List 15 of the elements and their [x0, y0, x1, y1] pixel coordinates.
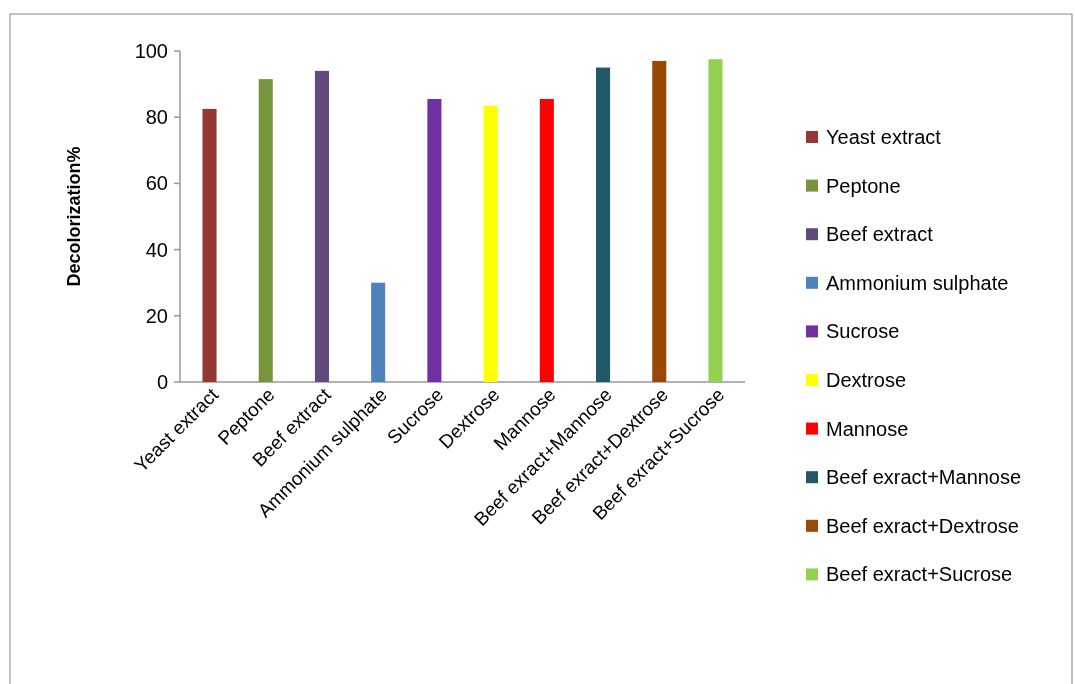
- legend-label: Sucrose: [826, 320, 900, 343]
- legend-label: Yeast extract: [826, 126, 942, 148]
- y-axis-title: Decolorization%: [64, 146, 84, 287]
- legend-label: Beef extract: [826, 223, 934, 246]
- legend-label: Beef exract+Mannose: [826, 466, 1022, 489]
- legend-label: Dextrose: [826, 369, 907, 391]
- y-tick-label: 80: [145, 106, 168, 129]
- y-tick-label: 60: [145, 172, 168, 195]
- y-tick-label: 100: [134, 40, 168, 62]
- legend-label: Ammonium sulphate: [826, 271, 1009, 294]
- legend-label: Peptone: [826, 174, 901, 197]
- y-tick-label: 40: [145, 238, 168, 261]
- y-tick-label: 0: [156, 371, 168, 393]
- y-tick-label: 20: [145, 304, 168, 327]
- legend-label: Beef exract+Sucrose: [826, 563, 1013, 586]
